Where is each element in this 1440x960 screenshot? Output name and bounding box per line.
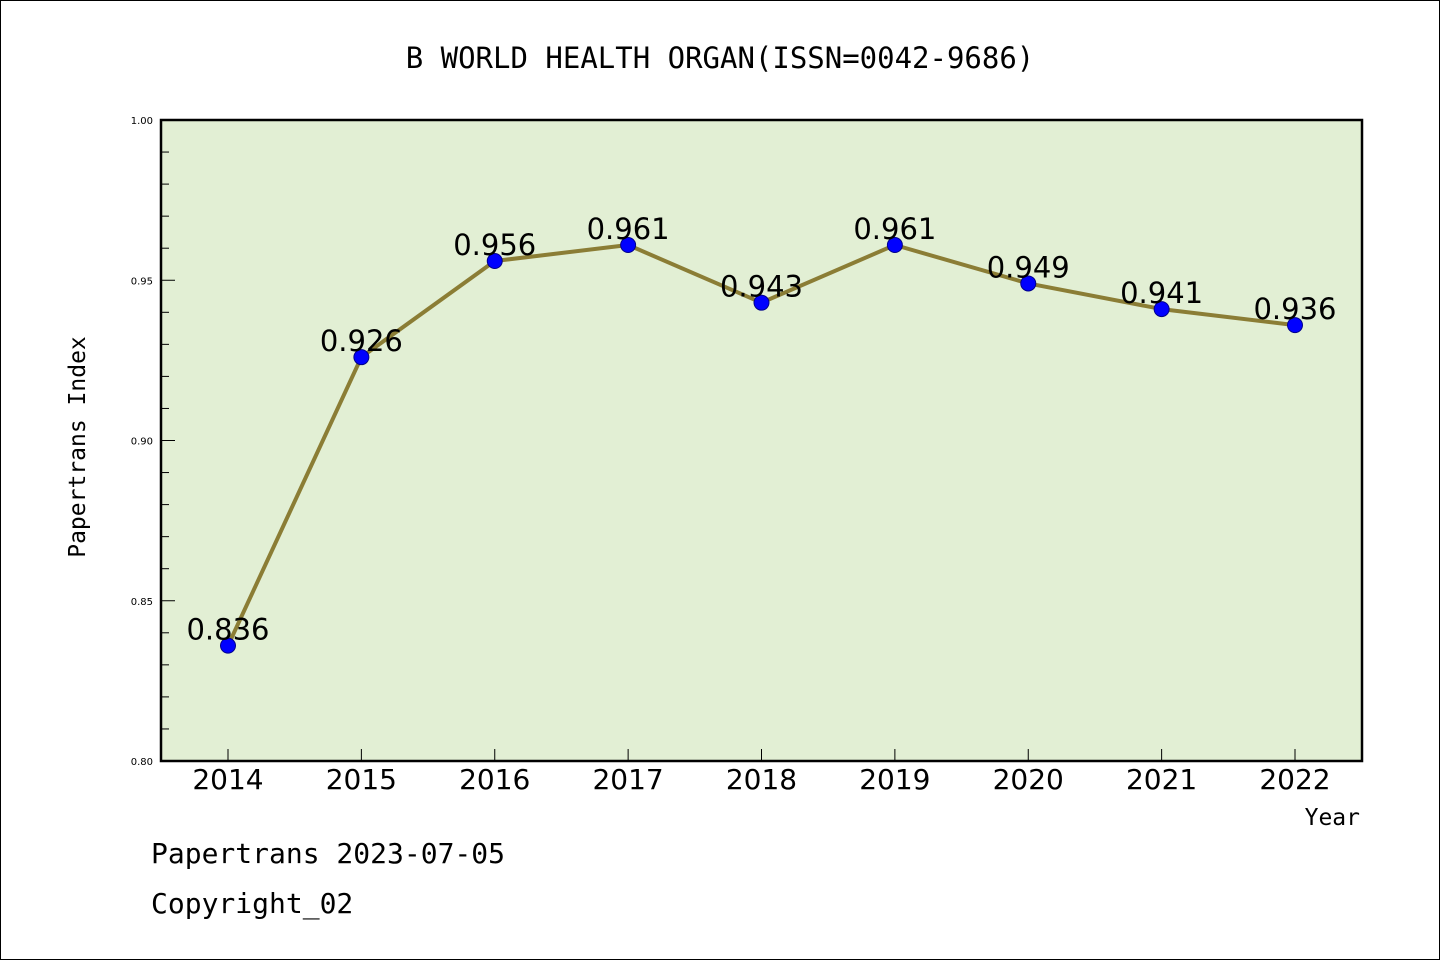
data-label: 0.956 xyxy=(453,228,536,262)
x-tick-label: 2014 xyxy=(192,763,263,796)
x-tick-label: 2017 xyxy=(592,763,663,796)
x-tick-label: 2022 xyxy=(1259,763,1330,796)
plot-area xyxy=(159,118,1364,763)
data-point xyxy=(1153,301,1170,318)
y-tick-label: 1.00 xyxy=(131,116,153,127)
data-point xyxy=(620,236,637,253)
x-tick-label: 2018 xyxy=(726,763,797,796)
data-point xyxy=(753,294,770,311)
data-label: 0.943 xyxy=(720,270,803,304)
data-label: 0.941 xyxy=(1120,276,1203,310)
data-point xyxy=(886,236,903,253)
data-point xyxy=(220,637,236,654)
chart-title: B WORLD HEALTH ORGAN(ISSN=0042-9686) xyxy=(406,41,1035,75)
y-tick-label: 0.90 xyxy=(131,437,153,448)
x-tick-label: 2016 xyxy=(459,763,530,796)
y-axis-label: Papertrans Index xyxy=(65,336,91,558)
footer-date: Papertrans 2023-07-05 xyxy=(151,837,506,870)
x-axis-label: Year xyxy=(1305,805,1360,831)
y-tick-label: 0.95 xyxy=(131,276,153,287)
data-label: 0.949 xyxy=(987,250,1070,284)
footer-copyright: Copyright_02 xyxy=(151,887,354,920)
data-point xyxy=(353,349,370,366)
x-tick-label: 2021 xyxy=(1126,763,1197,796)
data-point xyxy=(1287,317,1303,334)
data-label: 0.836 xyxy=(186,613,269,647)
x-tick-label: 2019 xyxy=(859,763,930,796)
data-point xyxy=(1020,275,1037,292)
data-label: 0.961 xyxy=(587,212,670,246)
data-label: 0.926 xyxy=(320,324,403,358)
data-label: 0.961 xyxy=(853,212,936,246)
x-tick-label: 2020 xyxy=(993,763,1064,796)
data-point xyxy=(486,253,503,270)
data-label: 0.936 xyxy=(1253,292,1336,326)
x-tick-label: 2015 xyxy=(326,763,397,796)
y-tick-label: 0.85 xyxy=(131,597,153,608)
y-tick-label: 0.80 xyxy=(131,757,153,768)
